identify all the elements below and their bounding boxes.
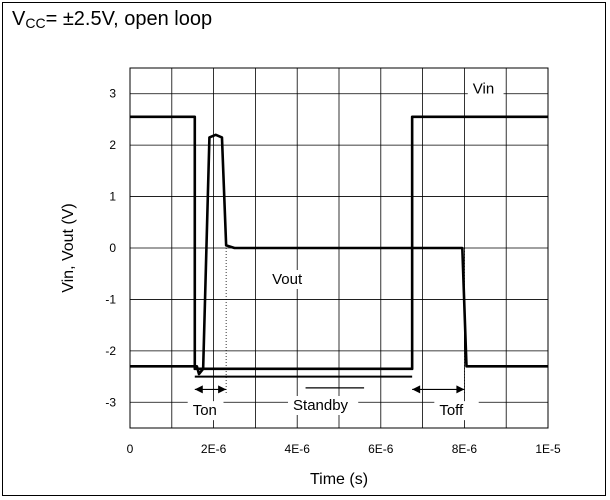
- timing-guides: [194, 248, 465, 394]
- ton-arrow-head-right: [218, 385, 227, 394]
- annotation-bg: [467, 79, 504, 99]
- condition-suffix: = ±2.5V, open loop: [45, 8, 213, 30]
- x-tick-label: 1E-5: [535, 442, 561, 456]
- condition-subscript: CC: [25, 15, 46, 31]
- annotation-vin: Vin: [473, 81, 494, 98]
- annotation-bg: [288, 396, 359, 415]
- y-tick-label: 1: [109, 190, 116, 204]
- annotation-toff: Toff: [439, 402, 464, 419]
- y-tick-label: 2: [109, 138, 116, 152]
- y-axis-label: Vin, Vout (V): [60, 203, 77, 293]
- x-tick-label: 0: [127, 442, 134, 456]
- y-tick-label: 0: [109, 241, 116, 255]
- x-tick-label: 8E-6: [452, 442, 478, 456]
- y-tick-label: -3: [105, 395, 116, 409]
- x-axis-label: Time (s): [310, 471, 368, 488]
- series-line-vout: [130, 133, 548, 376]
- toff-arrow-head-left: [412, 385, 421, 394]
- series-line-vin: [130, 115, 548, 371]
- x-tick-label: 6E-6: [368, 442, 394, 456]
- y-axis-ticks: 3 2 1 0 -1 -2 -3: [105, 87, 116, 410]
- annotation-vout: Vout: [272, 271, 303, 288]
- annotation-standby: Standby: [293, 397, 349, 414]
- x-tick-label: 2E-6: [201, 442, 227, 456]
- toff-arrow-head-right: [456, 385, 465, 394]
- y-tick-label: 3: [109, 87, 116, 101]
- series-lines: [130, 115, 548, 378]
- annotation-bg: [267, 270, 312, 289]
- x-tick-label: 4E-6: [285, 442, 311, 456]
- condition-prefix: V: [12, 8, 26, 30]
- plot-area: [129, 67, 549, 429]
- test-condition-label: VCC= ±2.5V, open loop: [12, 8, 212, 31]
- y-tick-label: -2: [105, 344, 116, 358]
- y-tick-label: -1: [105, 292, 116, 306]
- annotation-bg: [434, 401, 479, 421]
- annotations: Vin Vout Ton Standby Toff: [187, 79, 504, 421]
- ton-arrow-head-left: [194, 385, 203, 394]
- x-axis-ticks: 0 2E-6 4E-6 6E-6 8E-6 1E-5: [127, 442, 561, 456]
- annotation-ton: Ton: [193, 402, 217, 419]
- annotation-bg: [187, 401, 224, 421]
